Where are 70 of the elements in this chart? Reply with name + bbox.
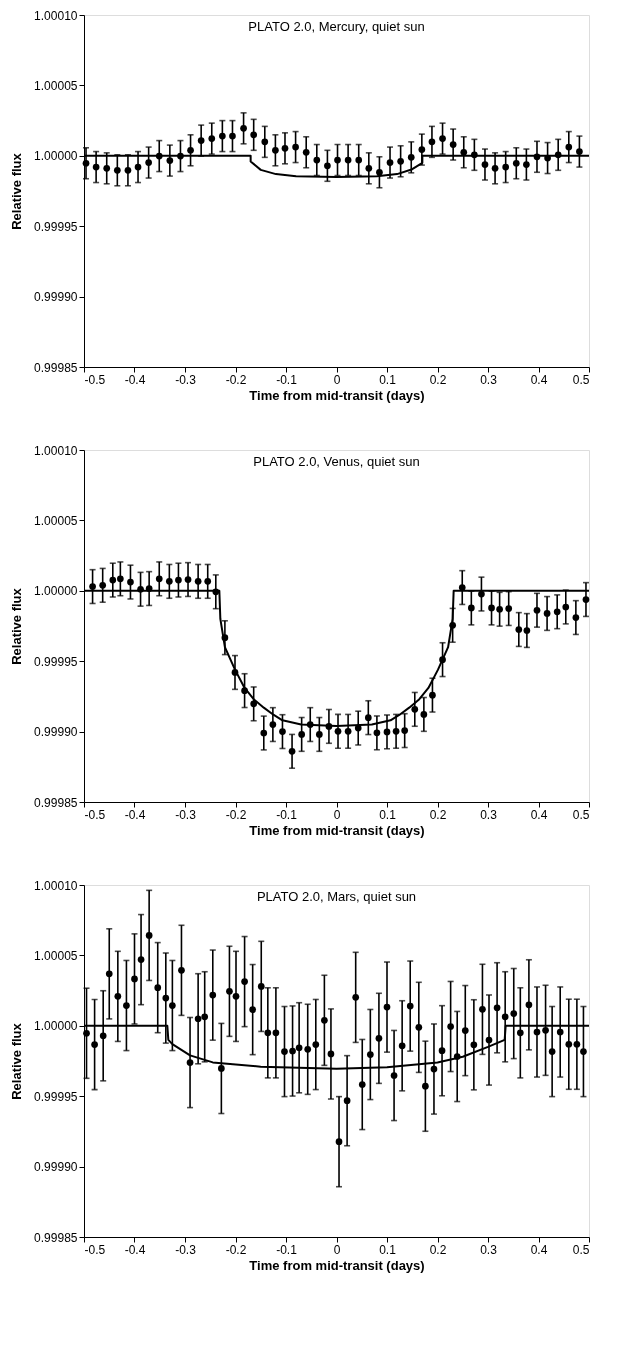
x-tick-label: 0.2 <box>429 1242 447 1257</box>
x-tick-label: 0 <box>333 372 341 387</box>
x-tick-label: -0.5 <box>84 372 106 387</box>
x-tick-label: 0.4 <box>530 1242 548 1257</box>
chart-title: PLATO 2.0, Mars, quiet sun <box>256 889 417 904</box>
x-tick-label: -0.2 <box>225 807 247 822</box>
y-tick-label: 1.00005 <box>34 513 78 528</box>
y-tick-label: 0.99990 <box>34 725 78 740</box>
y-tick-label: 0.99985 <box>34 795 78 810</box>
point <box>187 146 194 154</box>
chart-title: PLATO 2.0, Mercury, quiet sun <box>248 19 425 34</box>
x-tick-label: -0.4 <box>124 1242 146 1257</box>
y-tick-label: 1.00000 <box>34 584 78 599</box>
point <box>401 727 409 734</box>
y-tick-label: 0.99995 <box>34 219 78 234</box>
y-tick-label: 0.99990 <box>34 1160 78 1175</box>
x-axis-title: Time from mid-transit (days) <box>249 1257 425 1273</box>
y-tick-label: 0.99995 <box>34 1089 78 1104</box>
y-tick-label: 1.00000 <box>34 149 78 164</box>
x-tick-label: 0.2 <box>429 372 447 387</box>
x-tick-label: -0.3 <box>175 807 197 822</box>
x-tick-label: 0.5 <box>572 807 590 822</box>
x-tick-label: -0.2 <box>225 372 247 387</box>
x-tick-label: 0.2 <box>429 807 447 822</box>
x-tick-label: 0.1 <box>379 1242 397 1257</box>
y-tick-label: 0.99985 <box>34 360 78 375</box>
x-axis-title: Time from mid-transit (days) <box>249 387 425 403</box>
point <box>292 143 299 151</box>
x-tick-label: -0.2 <box>225 1242 247 1257</box>
point <box>315 731 323 738</box>
y-tick-label: 1.00005 <box>34 78 78 93</box>
x-tick-label: 0.5 <box>572 372 590 387</box>
x-tick-label: -0.3 <box>175 1242 197 1257</box>
x-tick-label: -0.5 <box>84 1242 106 1257</box>
x-tick-label: -0.4 <box>124 807 146 822</box>
y-tick-label: 0.99995 <box>34 654 78 669</box>
point <box>165 578 173 585</box>
point <box>229 132 236 140</box>
y-axis-title: Relative flux <box>9 1022 25 1100</box>
x-tick-label: -0.1 <box>276 372 298 387</box>
y-tick-label: 0.99985 <box>34 1230 78 1245</box>
y-axis-title: Relative flux <box>9 587 25 665</box>
x-tick-label: -0.1 <box>276 807 298 822</box>
point <box>334 156 341 164</box>
x-tick-label: 0.3 <box>480 1242 498 1257</box>
y-tick-label: 1.00010 <box>34 443 78 458</box>
x-tick-label: 0.3 <box>480 807 498 822</box>
y-tick-label: 1.00005 <box>34 948 78 963</box>
chart-title: PLATO 2.0, Venus, quiet sun <box>253 454 420 469</box>
y-axis-title: Relative flux <box>9 152 25 230</box>
y-tick-label: 0.99990 <box>34 290 78 305</box>
x-tick-label: 0.1 <box>379 372 397 387</box>
x-tick-label: 0.5 <box>572 1242 590 1257</box>
x-tick-label: -0.3 <box>175 372 197 387</box>
y-tick-label: 1.00000 <box>34 1019 78 1034</box>
y-tick-label: 1.00010 <box>34 8 78 23</box>
x-tick-label: 0.4 <box>530 807 548 822</box>
x-axis-title: Time from mid-transit (days) <box>249 822 425 838</box>
point <box>298 731 306 738</box>
x-tick-label: -0.5 <box>84 807 106 822</box>
x-tick-label: 0.3 <box>480 372 498 387</box>
y-tick-label: 1.00010 <box>34 878 78 893</box>
point <box>127 578 134 586</box>
x-tick-label: 0 <box>333 807 341 822</box>
x-tick-label: -0.1 <box>276 1242 298 1257</box>
x-tick-label: 0.4 <box>530 372 548 387</box>
point <box>488 604 495 612</box>
x-tick-label: 0 <box>333 1242 341 1257</box>
x-tick-label: -0.4 <box>124 372 146 387</box>
x-tick-label: 0.1 <box>379 807 397 822</box>
